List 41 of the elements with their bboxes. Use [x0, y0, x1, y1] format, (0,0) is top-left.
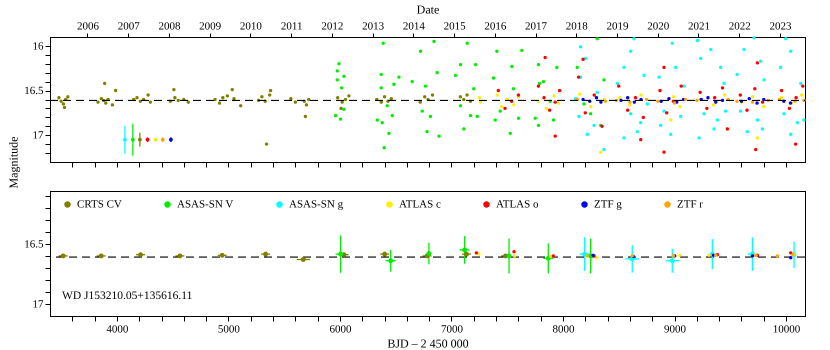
- x2-tick-label: 2019: [606, 20, 630, 32]
- x2-tick-label: 2020: [647, 20, 670, 32]
- x-tick-label: 10000: [772, 324, 801, 336]
- x2-axis-title: Date: [416, 2, 440, 16]
- x2-tick-label: 2007: [118, 20, 140, 32]
- x2-tick-label: 2008: [158, 20, 181, 32]
- x2-tick-label: 2014: [402, 20, 426, 32]
- x-tick-label: 5000: [218, 324, 240, 336]
- x2-tick-label: 2022: [728, 20, 751, 32]
- x2-tick-label: 2021: [688, 20, 710, 32]
- y-axis-title: Magnitude: [6, 136, 20, 188]
- y-tick-label: 16.5: [24, 238, 44, 250]
- x2-tick-label: 2015: [444, 20, 466, 32]
- x-tick-label: 4000: [106, 324, 129, 336]
- legend-label: ATLAS o: [496, 198, 539, 210]
- legend-label: ATLAS c: [399, 198, 441, 210]
- x2-tick-label: 2011: [280, 20, 302, 32]
- x2-tick-label: 2023: [769, 20, 792, 32]
- x2-tick-label: 2006: [76, 20, 100, 32]
- x2-tick-label: 2016: [484, 20, 507, 32]
- x2-tick-label: 2013: [362, 20, 385, 32]
- annotation: WD J153210.05+135616.11: [62, 290, 193, 302]
- legend-label: ZTF g: [594, 198, 622, 210]
- x-tick-label: 9000: [664, 324, 687, 336]
- legend-label: CRTS CV: [77, 198, 122, 210]
- x-tick-label: 8000: [552, 324, 575, 336]
- x2-tick-label: 2009: [199, 20, 222, 32]
- x-tick-label: 6000: [329, 324, 352, 336]
- y-tick-label: 17: [32, 130, 44, 142]
- x2-tick-label: 2017: [525, 20, 548, 32]
- legend-label: ASAS-SN g: [289, 198, 344, 210]
- x-tick-label: 7000: [440, 324, 464, 336]
- y-tick-label: 16: [32, 40, 44, 52]
- x2-tick-label: 2018: [566, 20, 588, 32]
- legend-label: ASAS-SN V: [177, 198, 234, 210]
- legend-label: ZTF r: [677, 198, 704, 210]
- y-tick-label: 16.5: [24, 85, 44, 98]
- x-axis-title: BJD – 2 450 000: [387, 336, 469, 350]
- y-tick-label: 17: [32, 298, 44, 310]
- x2-tick-label: 2012: [321, 20, 344, 32]
- x2-tick-label: 2010: [240, 20, 262, 32]
